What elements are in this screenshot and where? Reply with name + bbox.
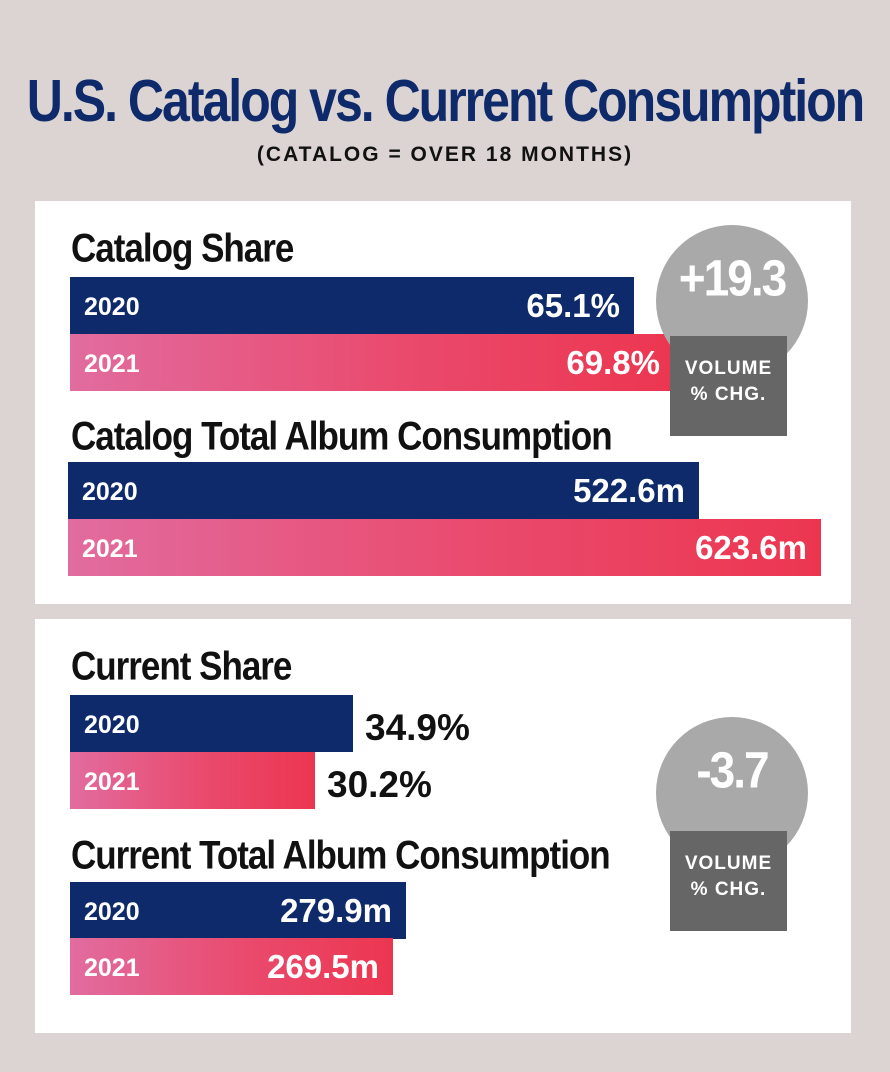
bar-value-label: 65.1%	[526, 287, 620, 324]
catalog-panel: Catalog Share 2020 65.1% 2021 69.8% Cata…	[35, 201, 851, 604]
pct-chg-label: % CHG.	[690, 384, 767, 405]
bar-value-label: 522.6m	[573, 472, 685, 509]
current-consumption-bar-2021: 2021 269.5m	[70, 938, 393, 995]
catalog-consumption-bar-2020: 2020 522.6m	[68, 462, 699, 519]
bar-value-label: 623.6m	[695, 529, 807, 566]
current-share-title: Current Share	[71, 644, 292, 689]
bar-year-label: 2020	[82, 478, 138, 506]
bar-year-label: 2021	[84, 954, 140, 982]
volume-label: VOLUME	[684, 853, 773, 874]
catalog-consumption-title: Catalog Total Album Consumption	[71, 414, 613, 459]
bar-year-label: 2021	[82, 535, 138, 563]
current-consumption-title: Current Total Album Consumption	[71, 833, 611, 878]
page-subtitle: (CATALOG = OVER 18 MONTHS)	[256, 143, 634, 166]
bar-year-label: 2020	[84, 898, 140, 926]
bar-year-label: 2021	[84, 350, 140, 378]
current-volume-chg-box: VOLUME % CHG.	[670, 831, 787, 931]
current-share-bar-2021: 2021	[70, 752, 315, 809]
current-share-value-2020: 34.9%	[365, 707, 470, 748]
page-title: U.S. Catalog vs. Current Consumption	[26, 67, 865, 135]
bar-value-label: 279.9m	[280, 892, 392, 929]
bar-year-label: 2020	[84, 293, 140, 321]
volume-label: VOLUME	[684, 358, 773, 379]
current-share-value-2021: 30.2%	[327, 764, 432, 805]
catalog-share-title: Catalog Share	[71, 226, 294, 271]
catalog-share-bar-2021: 2021 69.8%	[70, 334, 674, 391]
bar-value-label: 269.5m	[267, 948, 379, 985]
current-share-bar-2020: 2020	[70, 695, 353, 752]
bar-value-label: 69.8%	[566, 344, 660, 381]
current-panel: Current Share 2020 34.9% 2021 30.2% Curr…	[35, 619, 851, 1033]
current-volume-value: -3.7	[696, 741, 769, 799]
catalog-volume-chg-box: VOLUME % CHG.	[670, 336, 787, 436]
bar-year-label: 2021	[84, 768, 140, 796]
bar-year-label: 2020	[84, 711, 140, 739]
pct-chg-label: % CHG.	[690, 879, 767, 900]
catalog-consumption-bar-2021: 2021 623.6m	[68, 519, 821, 576]
catalog-volume-value: +19.3	[678, 249, 787, 307]
current-consumption-bar-2020: 2020 279.9m	[70, 882, 406, 939]
catalog-share-bar-2020: 2020 65.1%	[70, 277, 634, 334]
